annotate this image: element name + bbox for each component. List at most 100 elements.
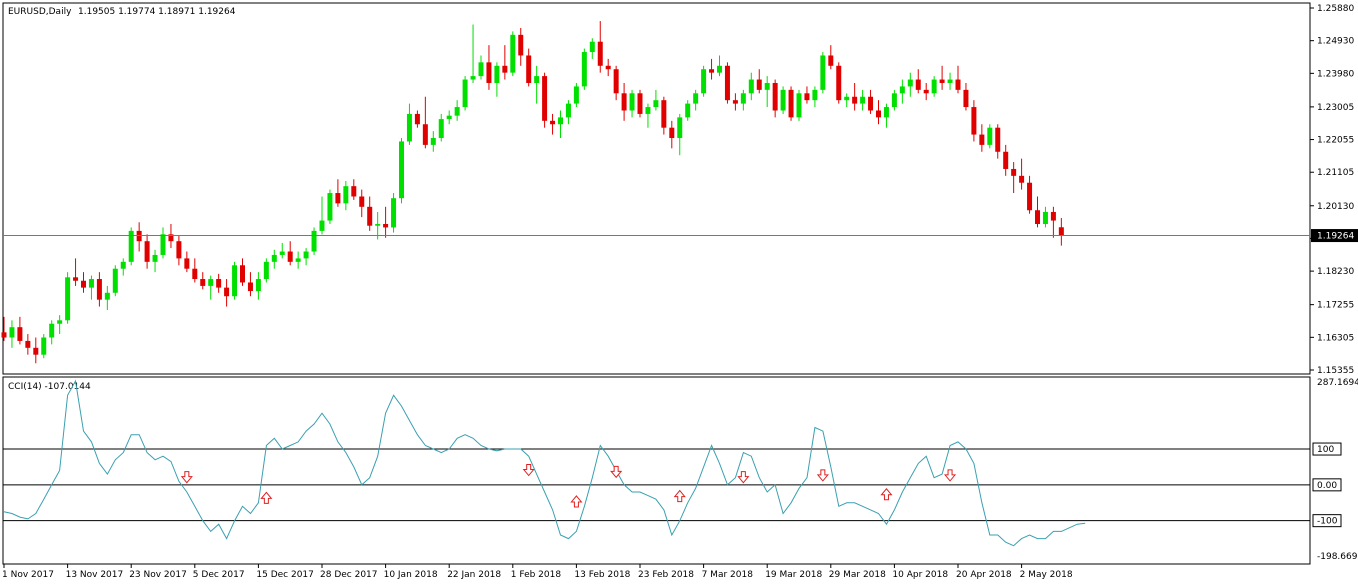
candle-up <box>860 96 866 104</box>
candle-down <box>502 65 508 73</box>
cci-signal-up-arrow <box>880 488 893 501</box>
candle-up <box>693 93 699 104</box>
candle-up <box>375 223 381 226</box>
candle-up <box>160 234 166 255</box>
candle-down <box>661 100 667 128</box>
candle-down <box>359 196 365 207</box>
candle-up <box>255 279 261 292</box>
x-tick-label: 28 Dec 2017 <box>320 570 378 580</box>
x-tick-label: 10 Jan 2018 <box>384 570 438 580</box>
candle-up <box>565 103 571 118</box>
candle-up <box>391 198 397 228</box>
candle-up <box>558 117 563 125</box>
candle-up <box>446 115 452 120</box>
x-tick-label: 19 Mar 2018 <box>765 570 822 580</box>
candle-down <box>868 96 874 111</box>
candle-up <box>899 86 905 94</box>
candle-up <box>701 69 707 94</box>
x-tick-label: 13 Feb 2018 <box>574 570 630 580</box>
candle-down <box>876 110 881 118</box>
candle-up <box>812 89 818 101</box>
price-y-axis: 1.25880 1.24930 1.23980 1.23005 1.22055 1.211… <box>1310 4 1354 376</box>
ohlc-readout: 1.19505 1.19774 1.18971 1.19264 <box>78 7 236 17</box>
candle-down <box>1027 182 1033 211</box>
x-tick-label: 23 Nov 2017 <box>129 570 187 580</box>
cci-level-tag <box>1312 442 1342 456</box>
cci-signal-down-arrow <box>737 471 750 484</box>
candle-down <box>637 93 643 114</box>
cci-level-tag <box>1312 478 1342 492</box>
cci-pane[interactable] <box>2 376 1311 565</box>
candle-up <box>573 86 579 104</box>
candle-down <box>383 223 389 228</box>
candle-down <box>33 347 39 355</box>
cci-title: CCI(14) -107.0144 <box>8 382 91 392</box>
cci-signal-down-arrow <box>522 464 535 477</box>
candle-down <box>732 100 738 104</box>
price-y-tick-label: 1.23005 <box>1317 103 1354 113</box>
candle-up <box>406 113 412 142</box>
candle-up <box>629 93 635 111</box>
candle-down <box>335 193 341 204</box>
candle-up <box>947 79 953 83</box>
candle-down <box>1035 210 1040 224</box>
candle-up <box>232 265 238 297</box>
candle-up <box>57 320 63 324</box>
candle-down <box>73 277 79 281</box>
x-tick-label: 20 Apr 2018 <box>956 570 1012 580</box>
candle-down <box>971 107 977 135</box>
candle-down <box>550 120 556 125</box>
candle-up <box>279 251 285 255</box>
candle-up <box>208 279 214 286</box>
candle-down <box>542 76 548 121</box>
cci-y-tick-label: 287.1694 <box>1317 378 1358 388</box>
price-y-tick-label: 1.24930 <box>1317 37 1354 47</box>
candles <box>1 21 1064 364</box>
candle-up <box>311 230 317 252</box>
candle-up <box>152 254 158 262</box>
candle-down <box>287 251 293 262</box>
candle-up <box>780 89 786 111</box>
candle-down <box>81 280 86 288</box>
x-tick-label: 29 Mar 2018 <box>829 570 886 580</box>
candle-down <box>1050 211 1056 221</box>
candle-down <box>486 62 492 83</box>
candle-down <box>979 134 985 145</box>
cci-level-tag <box>1312 514 1342 528</box>
candle-up <box>740 93 746 104</box>
candle-down <box>1003 151 1009 169</box>
price-pane[interactable] <box>2 2 1311 375</box>
x-tick-label: 1 Nov 2017 <box>2 570 54 580</box>
cci-signal-up-arrow <box>260 491 273 504</box>
price-y-tick-label: 1.17255 <box>1317 301 1354 311</box>
cci-y-tick-label: 0.00 <box>1317 481 1337 491</box>
candle-down <box>756 79 762 90</box>
candle-down <box>351 186 357 197</box>
candle-down <box>772 82 778 111</box>
candle-up <box>907 79 913 87</box>
price-y-tick-label: 1.25880 <box>1317 4 1354 14</box>
candle-down <box>192 268 198 280</box>
candle-up <box>295 258 301 262</box>
candle-down <box>1058 227 1064 236</box>
candle-up <box>685 103 691 118</box>
candle-down <box>1 332 7 338</box>
cci-y-tick-label: -100 <box>1317 517 1338 527</box>
candle-up <box>1042 211 1048 224</box>
candle-up <box>104 292 110 300</box>
price-y-tick-label: 1.15355 <box>1317 366 1354 376</box>
cci-levels <box>3 448 1310 522</box>
candle-down <box>613 69 619 94</box>
candle-up <box>343 186 349 204</box>
candle-down <box>96 279 102 300</box>
candle-up <box>764 82 770 90</box>
candle-up <box>717 65 722 73</box>
candle-down <box>1019 175 1025 183</box>
candle-up <box>112 268 118 293</box>
candle-down <box>915 79 921 90</box>
candle-down <box>923 89 929 94</box>
candle-up <box>891 93 897 108</box>
candle-up <box>796 93 802 118</box>
candle-up <box>987 127 993 145</box>
